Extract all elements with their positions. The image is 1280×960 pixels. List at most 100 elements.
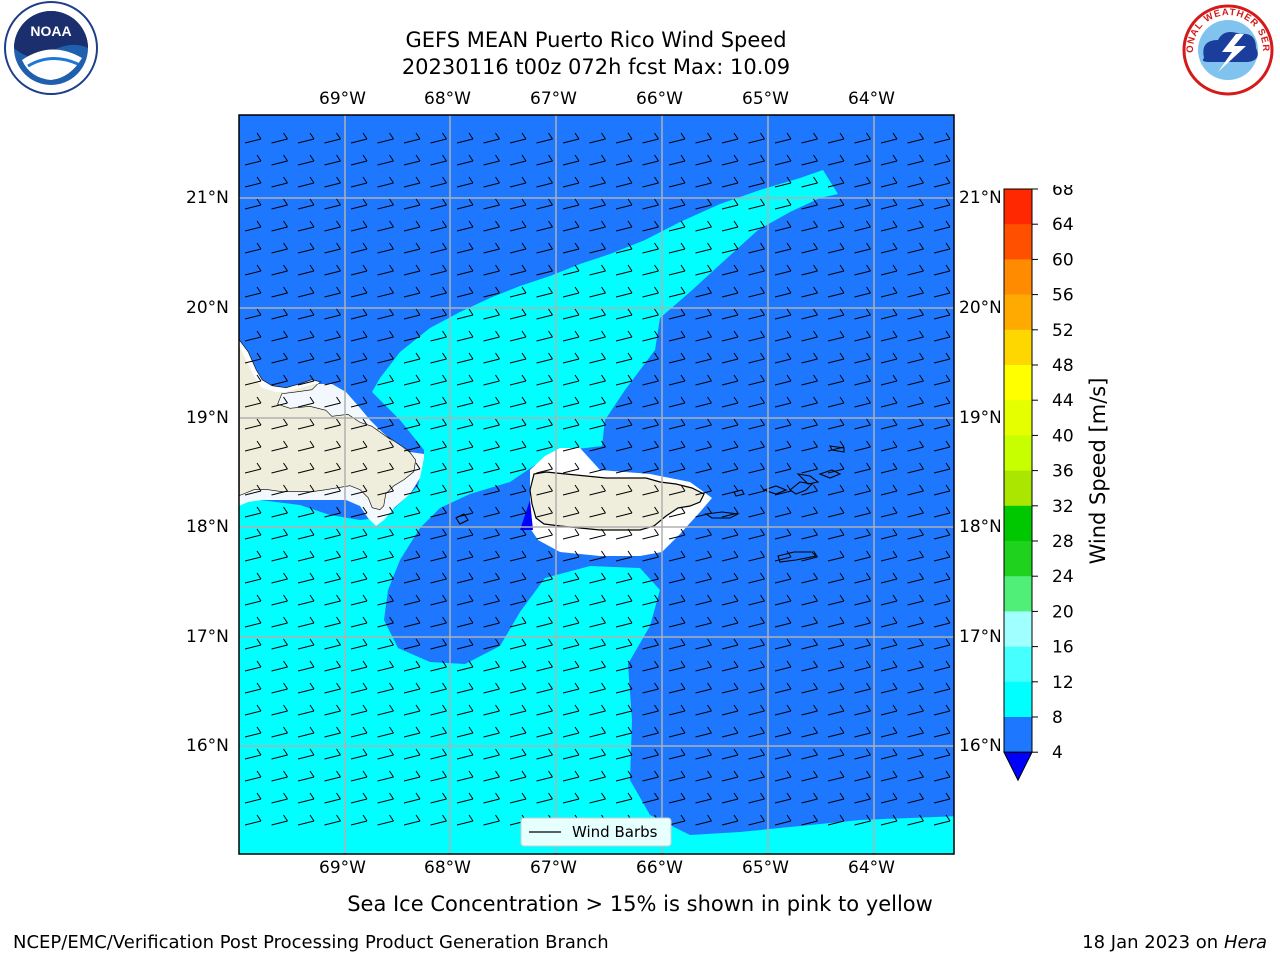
wind-barb bbox=[854, 528, 871, 540]
wind-barb bbox=[907, 132, 924, 144]
wind-barb bbox=[827, 374, 845, 386]
wind-barb bbox=[403, 814, 421, 826]
wind-barbs-legend: Wind Barbs bbox=[520, 817, 672, 847]
wind-barb bbox=[562, 638, 580, 650]
wind-barb bbox=[907, 748, 924, 760]
wind-barb bbox=[907, 374, 924, 386]
wind-barb bbox=[774, 440, 792, 452]
wind-barb bbox=[801, 616, 818, 628]
lat-label-left-19n: 19°N bbox=[186, 408, 229, 428]
wind-barb bbox=[430, 462, 447, 474]
wind-barb bbox=[271, 704, 288, 716]
wind-barb bbox=[377, 418, 394, 430]
wind-barb bbox=[350, 220, 368, 232]
wind-barb bbox=[695, 506, 712, 518]
wind-barb bbox=[271, 176, 288, 188]
wind-barb bbox=[456, 660, 474, 672]
wind-barb bbox=[456, 198, 474, 210]
colorbar-tick-label: 68 bbox=[1052, 185, 1074, 200]
wind-barb bbox=[695, 748, 712, 760]
wind-barb bbox=[536, 440, 553, 452]
wind-barb bbox=[668, 660, 686, 672]
wind-barb bbox=[244, 550, 262, 562]
wind-barb bbox=[668, 638, 686, 650]
wind-barb bbox=[880, 396, 898, 408]
wind-barb bbox=[642, 792, 659, 804]
wind-barb bbox=[854, 352, 871, 364]
wind-barb bbox=[430, 418, 447, 430]
wind-barb bbox=[854, 286, 871, 298]
wind-barb bbox=[774, 594, 792, 606]
wind-barb bbox=[880, 506, 898, 518]
wind-barb bbox=[721, 660, 739, 672]
wind-barb bbox=[695, 440, 712, 452]
wind-barb bbox=[536, 352, 553, 364]
wind-barb bbox=[721, 286, 739, 298]
wind-barb bbox=[562, 132, 580, 144]
wind-barb bbox=[695, 308, 712, 320]
wind-barb bbox=[589, 308, 606, 320]
wind-barb bbox=[350, 396, 368, 408]
noaa-logo-text: NOAA bbox=[30, 23, 71, 39]
wind-barb bbox=[880, 814, 898, 826]
wind-barb bbox=[297, 462, 315, 474]
colorbar-tick-label: 48 bbox=[1052, 356, 1074, 376]
wind-barb bbox=[430, 726, 447, 738]
wind-barb bbox=[483, 528, 500, 540]
wind-barb bbox=[271, 660, 288, 672]
wind-barb bbox=[827, 506, 845, 518]
wind-barb bbox=[827, 308, 845, 320]
wind-barb bbox=[509, 286, 527, 298]
wind-barb bbox=[668, 682, 686, 694]
colorbar-tick-label: 8 bbox=[1052, 708, 1063, 728]
wind-barb bbox=[509, 572, 527, 584]
wind-barb bbox=[324, 792, 341, 804]
wind-barb bbox=[907, 814, 924, 826]
wind-barb bbox=[642, 748, 659, 760]
wind-barb bbox=[377, 242, 394, 254]
wind-barb bbox=[377, 132, 394, 144]
wind-barb bbox=[589, 770, 606, 782]
wind-barb bbox=[536, 506, 553, 518]
lon-label-bottom-66w: 66°W bbox=[636, 858, 683, 878]
wind-barb bbox=[774, 308, 792, 320]
wind-barb bbox=[456, 154, 474, 166]
wind-barb bbox=[827, 550, 845, 562]
wind-barb bbox=[589, 682, 606, 694]
wind-barb bbox=[271, 638, 288, 650]
wind-barb bbox=[748, 198, 765, 210]
wind-barb bbox=[615, 550, 633, 562]
wind-barb bbox=[430, 154, 447, 166]
wind-barb bbox=[403, 308, 421, 320]
wind-barb bbox=[456, 396, 474, 408]
wind-barb bbox=[907, 176, 924, 188]
wind-barb bbox=[880, 528, 898, 540]
wind-barb bbox=[430, 286, 447, 298]
wind-barb bbox=[456, 572, 474, 584]
wind-barb bbox=[509, 154, 527, 166]
wind-barb bbox=[456, 792, 474, 804]
wind-barb bbox=[615, 572, 633, 584]
wind-barb bbox=[297, 616, 315, 628]
wind-barb bbox=[297, 242, 315, 254]
wind-barb bbox=[562, 462, 580, 474]
wind-barb bbox=[854, 440, 871, 452]
wind-barb bbox=[668, 770, 686, 782]
wind-barb bbox=[562, 308, 580, 320]
wind-barb bbox=[430, 132, 447, 144]
wind-barb bbox=[403, 374, 421, 386]
wind-barb bbox=[562, 572, 580, 584]
wind-barb bbox=[403, 484, 421, 496]
wind-barb bbox=[695, 616, 712, 628]
wind-barb bbox=[721, 814, 739, 826]
wind-barb bbox=[562, 154, 580, 166]
wind-barb bbox=[668, 814, 686, 826]
wind-barb bbox=[642, 418, 659, 430]
colorbar-tick-label: 32 bbox=[1052, 497, 1074, 517]
wind-barb bbox=[589, 286, 606, 298]
wind-barb bbox=[827, 462, 845, 474]
wind-barb bbox=[456, 704, 474, 716]
wind-barb bbox=[536, 286, 553, 298]
wind-barb bbox=[748, 506, 765, 518]
